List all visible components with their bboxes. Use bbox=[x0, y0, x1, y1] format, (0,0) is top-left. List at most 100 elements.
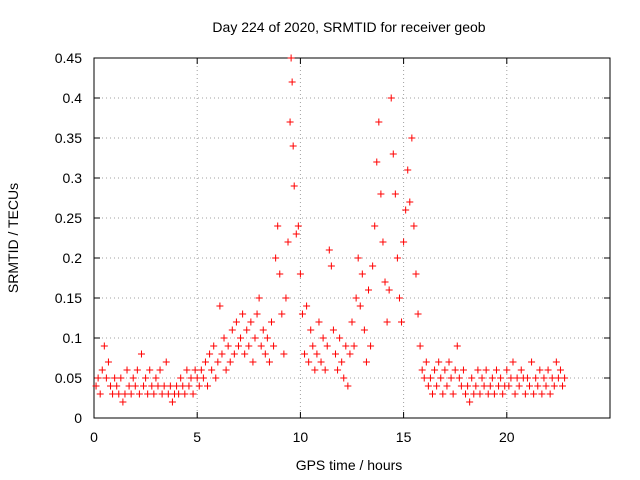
data-point bbox=[259, 326, 267, 334]
data-point bbox=[542, 382, 550, 390]
data-point bbox=[251, 334, 259, 342]
data-point bbox=[383, 318, 391, 326]
data-point bbox=[286, 118, 294, 126]
data-point bbox=[404, 166, 412, 174]
y-tick-label: 0.1 bbox=[63, 330, 83, 346]
data-point bbox=[338, 358, 346, 366]
data-point bbox=[111, 374, 119, 382]
data-point bbox=[350, 342, 358, 350]
data-point bbox=[265, 358, 273, 366]
data-point bbox=[204, 382, 212, 390]
data-point bbox=[201, 358, 209, 366]
data-point bbox=[422, 358, 430, 366]
data-point bbox=[340, 374, 348, 382]
data-point bbox=[389, 150, 397, 158]
data-point bbox=[173, 382, 181, 390]
data-point bbox=[556, 366, 564, 374]
data-point bbox=[474, 366, 482, 374]
data-point bbox=[387, 94, 395, 102]
data-point bbox=[276, 270, 284, 278]
data-point bbox=[160, 382, 168, 390]
data-point bbox=[216, 302, 224, 310]
data-point bbox=[375, 118, 383, 126]
data-point bbox=[342, 342, 350, 350]
data-point bbox=[187, 374, 195, 382]
data-point bbox=[331, 350, 339, 358]
data-point bbox=[218, 350, 226, 358]
data-points bbox=[92, 54, 569, 406]
data-point bbox=[212, 374, 220, 382]
data-point bbox=[148, 382, 156, 390]
y-tick-label: 0 bbox=[74, 410, 82, 426]
data-point bbox=[237, 334, 245, 342]
data-point bbox=[183, 366, 191, 374]
data-point bbox=[497, 374, 505, 382]
data-point bbox=[400, 238, 408, 246]
data-point bbox=[327, 262, 335, 270]
data-point bbox=[385, 286, 393, 294]
data-point bbox=[107, 382, 115, 390]
data-point bbox=[208, 366, 216, 374]
data-point bbox=[550, 382, 558, 390]
data-point bbox=[104, 358, 112, 366]
data-point bbox=[197, 366, 205, 374]
data-point bbox=[119, 398, 127, 406]
data-point bbox=[98, 366, 106, 374]
data-point bbox=[315, 318, 323, 326]
data-point bbox=[360, 326, 368, 334]
data-point bbox=[292, 230, 300, 238]
data-point bbox=[528, 358, 536, 366]
data-point bbox=[521, 390, 529, 398]
data-point bbox=[354, 254, 362, 262]
data-point bbox=[451, 366, 459, 374]
data-point bbox=[393, 254, 401, 262]
data-point bbox=[247, 318, 255, 326]
data-point bbox=[253, 310, 261, 318]
data-point bbox=[367, 342, 375, 350]
data-point bbox=[356, 302, 364, 310]
data-point bbox=[459, 366, 467, 374]
data-point bbox=[177, 374, 185, 382]
y-tick-label: 0.3 bbox=[63, 170, 83, 186]
data-point bbox=[113, 382, 121, 390]
y-tick-label: 0.2 bbox=[63, 250, 83, 266]
data-point bbox=[336, 334, 344, 342]
data-point bbox=[152, 374, 160, 382]
data-point bbox=[195, 382, 203, 390]
data-point bbox=[365, 286, 373, 294]
data-point bbox=[179, 382, 187, 390]
data-point bbox=[503, 366, 511, 374]
data-point bbox=[426, 374, 434, 382]
data-point bbox=[142, 374, 150, 382]
data-point bbox=[140, 382, 148, 390]
data-point bbox=[455, 374, 463, 382]
data-point bbox=[232, 318, 240, 326]
data-point bbox=[263, 334, 271, 342]
data-point bbox=[109, 390, 117, 398]
data-point bbox=[129, 374, 137, 382]
data-point bbox=[96, 390, 104, 398]
data-point bbox=[505, 382, 513, 390]
grid bbox=[94, 58, 610, 418]
data-point bbox=[540, 374, 548, 382]
data-point bbox=[439, 390, 447, 398]
data-point bbox=[561, 374, 569, 382]
data-point bbox=[261, 350, 269, 358]
data-point bbox=[121, 390, 129, 398]
data-point bbox=[381, 278, 389, 286]
x-tick-label: 10 bbox=[293, 429, 309, 445]
data-point bbox=[224, 342, 232, 350]
data-point bbox=[206, 350, 214, 358]
data-point bbox=[323, 342, 331, 350]
data-point bbox=[137, 350, 145, 358]
data-point bbox=[156, 366, 164, 374]
data-point bbox=[371, 222, 379, 230]
data-point bbox=[552, 358, 560, 366]
data-point bbox=[470, 390, 478, 398]
data-point bbox=[406, 198, 414, 206]
data-point bbox=[410, 222, 418, 230]
data-point bbox=[127, 390, 135, 398]
data-point bbox=[468, 374, 476, 382]
data-point bbox=[526, 382, 534, 390]
